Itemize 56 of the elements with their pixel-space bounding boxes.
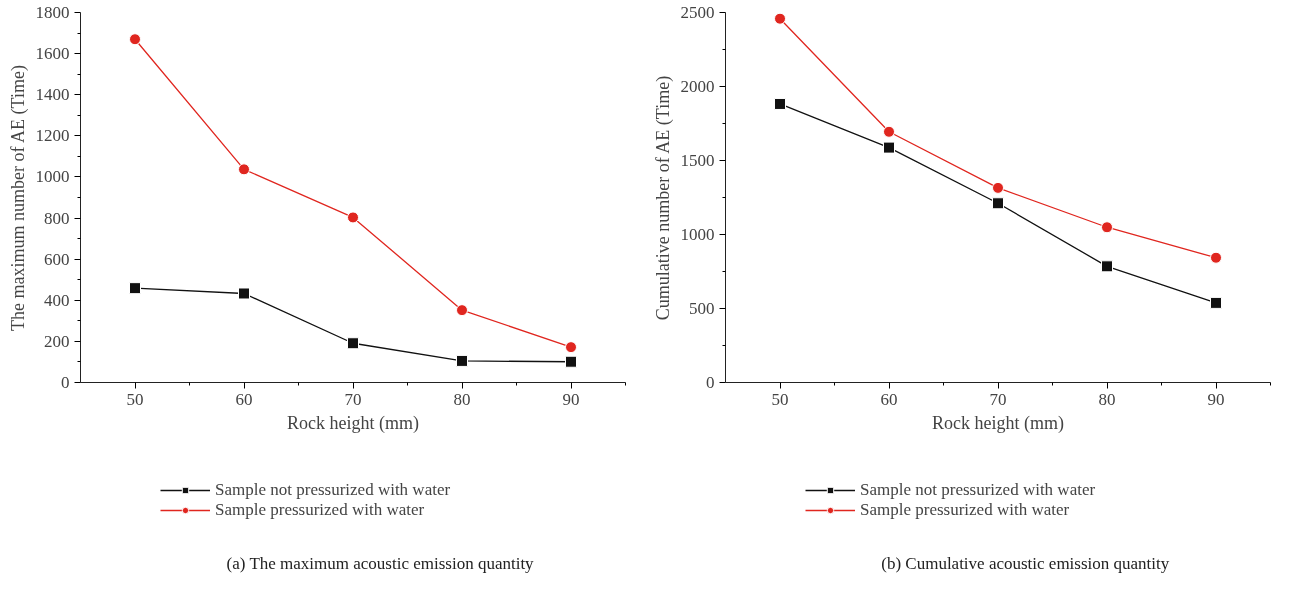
x-axis-title: Rock height (mm) — [932, 412, 1064, 434]
point — [774, 97, 786, 110]
text: (b) Cumulative acoustic emission quantity — [881, 553, 1170, 573]
x-tick-label: 90 — [562, 389, 580, 409]
point — [1101, 221, 1113, 234]
y-tick-label: 1800 — [35, 3, 70, 22]
point — [238, 287, 250, 300]
point — [129, 33, 141, 46]
y-tick-label: 1400 — [35, 85, 70, 105]
y-tick-label: 1600 — [35, 44, 70, 64]
point — [1210, 296, 1222, 309]
point — [883, 141, 895, 154]
y-tick-label: 800 — [44, 208, 70, 228]
y-tick-label: 0 — [706, 373, 715, 392]
legend-label: Sample not pressurized with water — [860, 480, 1096, 500]
y-tick-label: 200 — [44, 331, 70, 351]
point — [1210, 251, 1222, 264]
y-tick-label: 1000 — [35, 167, 70, 187]
x-axis-title: Rock height (mm) — [287, 412, 419, 434]
y-axis-title: The maximum number of AE (Time) — [7, 65, 29, 331]
point — [883, 125, 895, 138]
x-tick-label: 80 — [1098, 389, 1116, 409]
y-tick-label: 0 — [61, 373, 70, 392]
y-tick-label: 2500 — [680, 3, 715, 22]
y-tick-label: 1200 — [35, 126, 70, 146]
point — [456, 304, 468, 317]
x-tick-label: 90 — [1207, 389, 1225, 409]
y-tick-label: 1000 — [680, 225, 715, 244]
point — [565, 341, 577, 354]
point — [1101, 260, 1113, 273]
x-tick-label: 80 — [453, 389, 471, 409]
y-tick-label: 600 — [44, 249, 70, 269]
point — [347, 211, 359, 224]
y-tick-label: 2000 — [680, 77, 715, 96]
y-tick-label: 500 — [689, 299, 715, 318]
y-tick-label: 1500 — [680, 151, 715, 170]
x-tick-label: 70 — [989, 389, 1007, 409]
point — [565, 355, 577, 368]
point — [238, 163, 250, 176]
point — [129, 282, 141, 295]
text: (a) The maximum acoustic emission quantity — [226, 553, 535, 573]
y-tick-label: 400 — [44, 290, 70, 310]
point — [774, 12, 786, 25]
x-tick-label: 60 — [880, 389, 898, 409]
point — [992, 197, 1004, 210]
legend-label: Sample pressurized with water — [860, 500, 1070, 520]
legend-label: Sample not pressurized with water — [215, 480, 451, 500]
legend-label: Sample pressurized with water — [215, 500, 425, 520]
y-axis-title: Cumulative number of AE (Time) — [652, 75, 674, 321]
x-tick-label: 60 — [235, 389, 253, 409]
x-tick-label: 50 — [126, 389, 144, 409]
point — [456, 354, 468, 367]
point — [992, 181, 1004, 194]
x-tick-label: 50 — [771, 389, 789, 409]
point — [347, 337, 359, 350]
x-tick-label: 70 — [344, 389, 362, 409]
